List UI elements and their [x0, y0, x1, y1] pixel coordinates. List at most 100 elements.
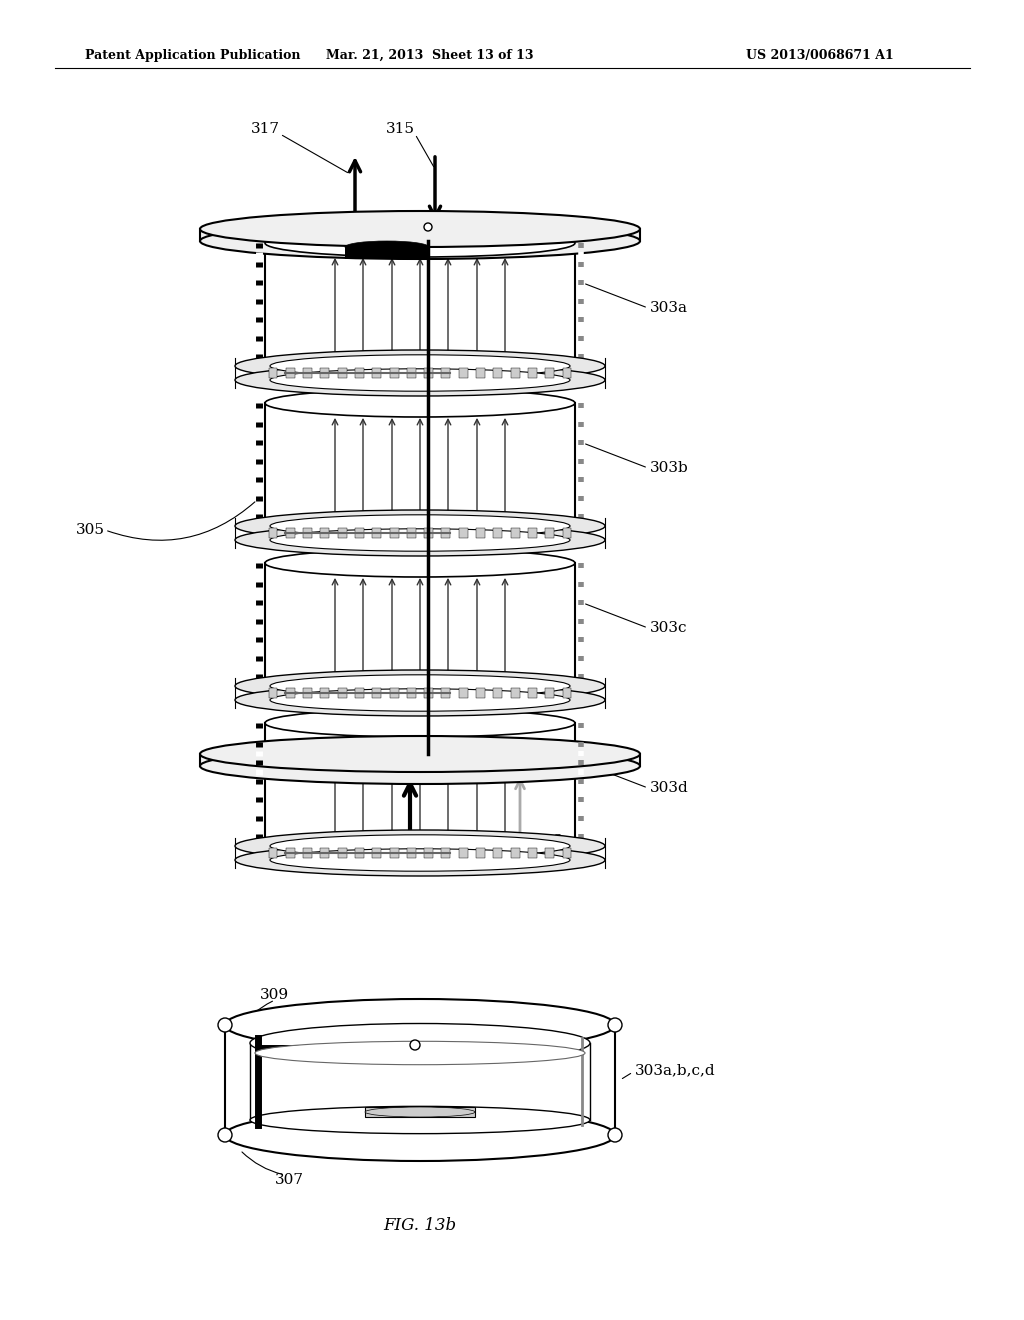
Bar [265, 564, 575, 693]
Bar [268, 847, 278, 858]
Bar [476, 847, 485, 858]
Ellipse shape [250, 1106, 590, 1134]
Bar [268, 368, 278, 378]
Bar [562, 368, 571, 378]
Bar [511, 528, 519, 539]
Bar [545, 688, 554, 698]
Bar [441, 688, 451, 698]
Bar [321, 368, 330, 378]
Bar [441, 847, 451, 858]
Bar [389, 368, 398, 378]
Bar [511, 368, 519, 378]
Bar [355, 688, 364, 698]
Text: 303a: 303a [650, 301, 688, 315]
Bar [265, 403, 575, 533]
Bar [407, 847, 416, 858]
Bar [265, 723, 575, 853]
Bar [562, 847, 571, 858]
Bar [528, 847, 537, 858]
Bar [407, 528, 416, 539]
Bar [459, 528, 468, 539]
Bar [355, 847, 364, 858]
Text: FIG. 13a: FIG. 13a [384, 857, 456, 874]
Bar [268, 528, 278, 539]
Ellipse shape [234, 364, 605, 396]
Text: 303b: 303b [650, 461, 689, 475]
Ellipse shape [270, 355, 570, 378]
Bar [321, 528, 330, 539]
Bar [476, 368, 485, 378]
Bar [373, 688, 381, 698]
Ellipse shape [270, 675, 570, 697]
Bar [494, 688, 503, 698]
Bar [528, 688, 537, 698]
Bar [494, 368, 503, 378]
Bar [345, 247, 430, 259]
Ellipse shape [265, 549, 575, 577]
Ellipse shape [225, 999, 615, 1051]
Bar [373, 528, 381, 539]
Bar [476, 528, 485, 539]
Bar [373, 847, 381, 858]
Ellipse shape [270, 849, 570, 871]
Text: Mar. 21, 2013  Sheet 13 of 13: Mar. 21, 2013 Sheet 13 of 13 [327, 49, 534, 62]
Bar [250, 1043, 590, 1119]
Bar [494, 847, 503, 858]
Ellipse shape [265, 709, 575, 737]
Ellipse shape [265, 840, 575, 867]
Ellipse shape [250, 1023, 590, 1063]
Bar [268, 688, 278, 698]
Ellipse shape [265, 389, 575, 417]
Bar [338, 368, 347, 378]
Ellipse shape [234, 510, 605, 543]
Bar [355, 368, 364, 378]
Ellipse shape [365, 1107, 475, 1117]
Bar [528, 368, 537, 378]
Ellipse shape [200, 748, 640, 784]
Bar [511, 847, 519, 858]
Bar [459, 368, 468, 378]
Bar [459, 688, 468, 698]
Ellipse shape [234, 830, 605, 862]
Text: 315: 315 [385, 121, 415, 136]
Ellipse shape [270, 529, 570, 552]
Bar [389, 847, 398, 858]
Ellipse shape [234, 843, 605, 876]
Text: US 2013/0068671 A1: US 2013/0068671 A1 [746, 49, 894, 62]
Bar [424, 368, 433, 378]
Ellipse shape [270, 515, 570, 537]
Bar [303, 528, 312, 539]
Ellipse shape [234, 524, 605, 556]
Ellipse shape [218, 1018, 232, 1032]
Bar [545, 368, 554, 378]
Bar [365, 1107, 475, 1117]
Bar [338, 847, 347, 858]
Bar [441, 368, 451, 378]
Text: 303c: 303c [650, 620, 687, 635]
Bar [545, 847, 554, 858]
Ellipse shape [265, 359, 575, 387]
Bar [476, 688, 485, 698]
Ellipse shape [200, 737, 640, 772]
Bar [373, 368, 381, 378]
Ellipse shape [270, 834, 570, 857]
Text: 311: 311 [430, 859, 459, 873]
Bar [407, 368, 416, 378]
Ellipse shape [200, 223, 640, 259]
Bar [286, 368, 295, 378]
Bar [562, 528, 571, 539]
Bar [562, 688, 571, 698]
Bar [321, 847, 330, 858]
Ellipse shape [608, 1018, 622, 1032]
Ellipse shape [270, 368, 570, 391]
Ellipse shape [265, 519, 575, 546]
Bar [200, 228, 640, 242]
Bar [545, 528, 554, 539]
Bar [286, 528, 295, 539]
Text: 305: 305 [76, 523, 104, 537]
Bar [200, 754, 640, 766]
Text: 303d: 303d [650, 781, 689, 795]
Bar [389, 528, 398, 539]
Bar [303, 847, 312, 858]
Bar [321, 688, 330, 698]
